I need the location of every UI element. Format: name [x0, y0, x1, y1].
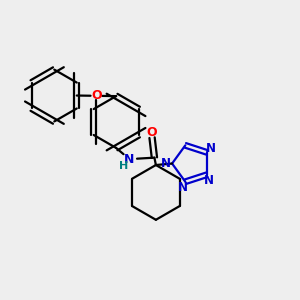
Text: N: N	[204, 174, 214, 187]
Text: O: O	[147, 126, 158, 139]
Text: N: N	[160, 157, 171, 170]
Text: N: N	[178, 181, 188, 194]
Text: N: N	[206, 142, 216, 155]
Text: H: H	[119, 160, 129, 171]
Text: N: N	[124, 153, 135, 166]
Text: O: O	[91, 89, 102, 102]
